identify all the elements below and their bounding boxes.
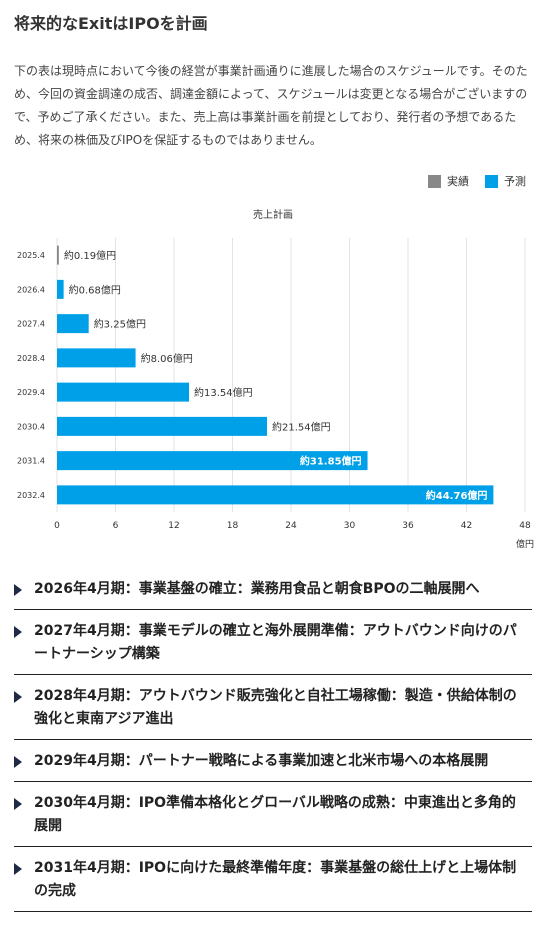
data-label: 約44.76億円: [426, 489, 488, 502]
triangle-right-icon: [14, 756, 22, 768]
intro-text: 下の表は現時点において今後の経営が事業計画通りに進展した場合のスケジュールです。…: [14, 64, 528, 147]
legend-item-forecast[interactable]: 予測: [485, 173, 526, 189]
milestone-list: 2026年4月期：事業基盤の確立：業務用食品と朝食BPOの二軸展開へ 2027年…: [14, 568, 532, 912]
data-label: 約3.25億円: [94, 318, 146, 331]
milestone-text: 2029年4月期：パートナー戦略による事業加速と北米市場への本格展開: [34, 753, 489, 769]
legend-item-actual[interactable]: 実績: [428, 173, 469, 189]
x-tick-label: 30: [344, 521, 356, 531]
bar: [57, 485, 494, 505]
y-tick-label: 2025.4: [17, 251, 45, 260]
x-tick-label: 42: [461, 521, 472, 531]
triangle-right-icon: [14, 584, 22, 596]
milestone-text: 2030年4月期：IPO準備本格化とグローバル戦略の成熟：中東進出と多角的展開: [34, 795, 516, 834]
x-tick-label: 12: [168, 521, 179, 531]
x-tick-label: 36: [402, 521, 414, 531]
x-unit-label: 億円: [516, 538, 534, 550]
data-label: 約21.54億円: [272, 420, 331, 433]
triangle-right-icon: [14, 626, 22, 638]
legend-swatch-forecast: [485, 174, 498, 188]
bar: [57, 382, 190, 402]
milestone-item[interactable]: 2027年4月期：事業モデルの確立と海外展開準備：アウトバウンド向けのパートナー…: [14, 610, 532, 675]
x-tick-label: 6: [113, 521, 119, 531]
data-label: 約0.68億円: [69, 283, 121, 296]
data-label: 約0.19億円: [64, 249, 116, 262]
y-tick-label: 2028.4: [17, 354, 45, 363]
sales-plan-chart: 売上計画 0 6 12 18 24 30 36 42 48 億円 2025.4 約0.19億円 2026.…: [17, 208, 534, 550]
y-tick-label: 2029.4: [17, 388, 45, 397]
y-tick-label: 2030.4: [17, 422, 45, 431]
triangle-right-icon: [14, 798, 22, 810]
x-tick-label: 48: [519, 521, 531, 531]
milestone-item[interactable]: 2028年4月期：アウトバウンド販売強化と自社工場稼働：製造・供給体制の強化と東…: [14, 675, 532, 740]
chart-legend: 実績 予測: [412, 173, 526, 189]
triangle-right-icon: [14, 863, 22, 875]
data-label: 約13.54億円: [194, 386, 253, 399]
milestone-item[interactable]: 2029年4月期：パートナー戦略による事業加速と北米市場への本格展開: [14, 740, 532, 782]
triangle-right-icon: [14, 691, 22, 703]
legend-swatch-actual: [428, 174, 441, 188]
bar: [57, 416, 268, 436]
y-tick-label: 2026.4: [17, 285, 45, 294]
milestone-item[interactable]: 2026年4月期：事業基盤の確立：業務用食品と朝食BPOの二軸展開へ: [14, 568, 532, 610]
data-label: 約31.85億円: [300, 455, 362, 468]
y-tick-label: 2031.4: [17, 457, 45, 466]
chart-title: 売上計画: [253, 208, 293, 221]
milestone-item[interactable]: 2030年4月期：IPO準備本格化とグローバル戦略の成熟：中東進出と多角的展開: [14, 782, 532, 847]
x-tick-label: 18: [227, 521, 239, 531]
x-tick-label: 0: [54, 521, 60, 531]
milestone-item[interactable]: 2031年4月期：IPOに向けた最終準備年度：事業基盤の総仕上げと上場体制の完成: [14, 847, 532, 912]
bar: [57, 279, 64, 299]
y-tick-label: 2032.4: [17, 491, 45, 500]
milestone-text: 2027年4月期：事業モデルの確立と海外展開準備：アウトバウンド向けのパートナー…: [34, 623, 517, 662]
milestone-text: 2026年4月期：事業基盤の確立：業務用食品と朝食BPOの二軸展開へ: [34, 581, 480, 597]
section-title: 将来的なExitはIPOを計画: [14, 14, 208, 33]
bar: [57, 348, 136, 368]
bar: [57, 314, 89, 334]
legend-label-actual: 実績: [447, 175, 469, 188]
milestone-text: 2028年4月期：アウトバウンド販売強化と自社工場稼働：製造・供給体制の強化と東…: [34, 688, 517, 727]
y-tick-label: 2027.4: [17, 320, 45, 329]
bar: [57, 245, 59, 265]
x-tick-label: 24: [285, 521, 297, 531]
bar: [57, 451, 368, 471]
legend-label-forecast: 予測: [504, 175, 526, 188]
data-label: 約8.06億円: [141, 352, 193, 365]
milestone-text: 2031年4月期：IPOに向けた最終準備年度：事業基盤の総仕上げと上場体制の完成: [34, 860, 517, 899]
